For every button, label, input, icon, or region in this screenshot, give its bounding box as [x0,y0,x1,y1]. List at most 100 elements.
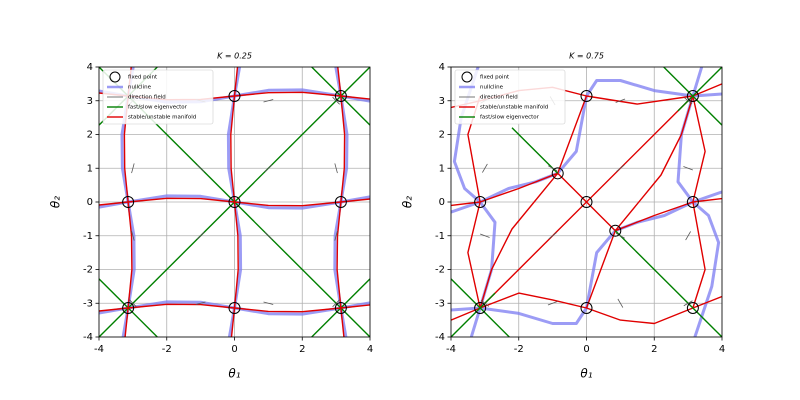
curve [451,190,722,325]
legend-box [454,69,566,125]
x-tick-label: 0 [231,344,237,355]
legend: fixed point nullcline direction field stabl… [454,69,566,125]
direction-arrow [332,299,340,308]
y-tick-label: 0 [87,197,93,208]
direction-arrow [263,301,274,305]
y-tick-label: 4 [87,62,93,73]
legend-label: nullcline [128,85,152,91]
legend-label: fast/slow eigenvector [128,105,188,111]
y-tick-label: 2 [439,130,445,141]
fixed-point [334,196,347,208]
fixed-point [474,196,487,208]
direction-arrow [334,163,338,174]
curve [99,197,370,207]
legend: fixed point nullcline direction field fast/… [102,69,214,125]
curve [511,127,559,174]
curve [451,292,722,325]
y-tick-label: 0 [439,197,445,208]
y-axis-label: θ₂ [401,196,415,208]
direction-arrow [547,301,558,306]
curve [557,172,587,203]
plot-marks [99,67,370,337]
y-tick-label: -3 [435,298,445,309]
fixed-point [122,301,135,314]
direction-arrow [480,233,490,238]
fixed-point [580,196,593,208]
direction-arrow [332,96,340,105]
direction-arrow [615,98,626,103]
y-tick-label: 2 [87,130,93,141]
curve [479,172,559,309]
direction-arrow [548,165,558,172]
y-tick-label: 1 [87,163,93,174]
direction-arrow [482,163,488,173]
fixed-point [334,90,347,103]
fixed-point [580,90,593,103]
direction-arrow [264,231,273,240]
direction-arrow [480,299,489,307]
fixed-point [609,224,622,237]
chart-title: K = 0.25 [217,52,252,61]
y-tick-label: -3 [83,298,93,309]
panel: -4 -2 0 2 4 -4 -3 -2 -1 0 1 2 3 4 K = 0.75 θ₁ θ₂ fixed po… [401,52,726,381]
direction-arrow [683,166,693,171]
fixed-point [228,90,241,103]
legend-label: fixed point [128,75,158,81]
direction-arrow [548,232,557,240]
y-tick-label: 3 [439,96,445,107]
direction-arrow [683,300,693,307]
legend-box [102,69,214,125]
direction-arrow [195,301,206,305]
direction-arrow [685,231,691,241]
legend-label: fixed point [480,75,510,81]
x-axis-label: θ₁ [580,367,592,381]
curve [692,95,706,309]
direction-arrow [616,164,625,172]
curve [614,95,694,232]
x-axis-label: θ₁ [228,367,240,381]
legend-label: direction field [480,95,518,101]
legend-label: nullcline [480,85,504,91]
y-axis-label: θ₂ [49,196,63,208]
y-tick-label: -4 [83,332,93,343]
legend-label: stable/unstable manifold [128,115,196,121]
direction-arrow [615,232,625,239]
x-tick-label: 0 [583,344,589,355]
curve [451,79,722,214]
direction-arrow [684,97,693,105]
curve [451,95,588,207]
panel: -4 -2 0 2 4 -4 -3 -2 -1 0 1 2 3 4 K = 0.25 θ₁ θ₂ fixed po… [49,52,374,381]
fixed-point [474,301,487,314]
axes-frame [98,66,371,338]
y-tick-label: -2 [435,265,445,276]
direction-arrow [196,231,205,240]
legend-marker [461,71,473,83]
fixed-point [228,301,241,314]
direction-arrow [264,164,273,173]
x-tick-label: -2 [514,344,524,355]
legend-marker [109,71,121,83]
direction-arrow [131,230,135,241]
direction-arrow [334,230,338,241]
fixed-point [686,196,699,208]
y-tick-label: 4 [439,62,445,73]
axes-frame [450,66,723,338]
x-tick-label: 2 [299,344,305,355]
x-tick-label: 2 [651,344,657,355]
y-tick-label: -2 [83,265,93,276]
direction-arrow [196,164,205,173]
chart-title: K = 0.75 [569,52,604,61]
y-tick-label: -1 [435,231,445,242]
curve [585,197,722,309]
fixed-point [228,196,241,208]
fixed-point [334,301,347,314]
y-tick-label: -4 [435,332,445,343]
direction-arrow [263,99,274,103]
fixed-point [580,301,593,314]
fixed-point [122,196,135,208]
curve [451,292,496,337]
x-tick-label: -4 [446,344,456,355]
y-tick-label: 3 [87,96,93,107]
curve [99,303,370,313]
